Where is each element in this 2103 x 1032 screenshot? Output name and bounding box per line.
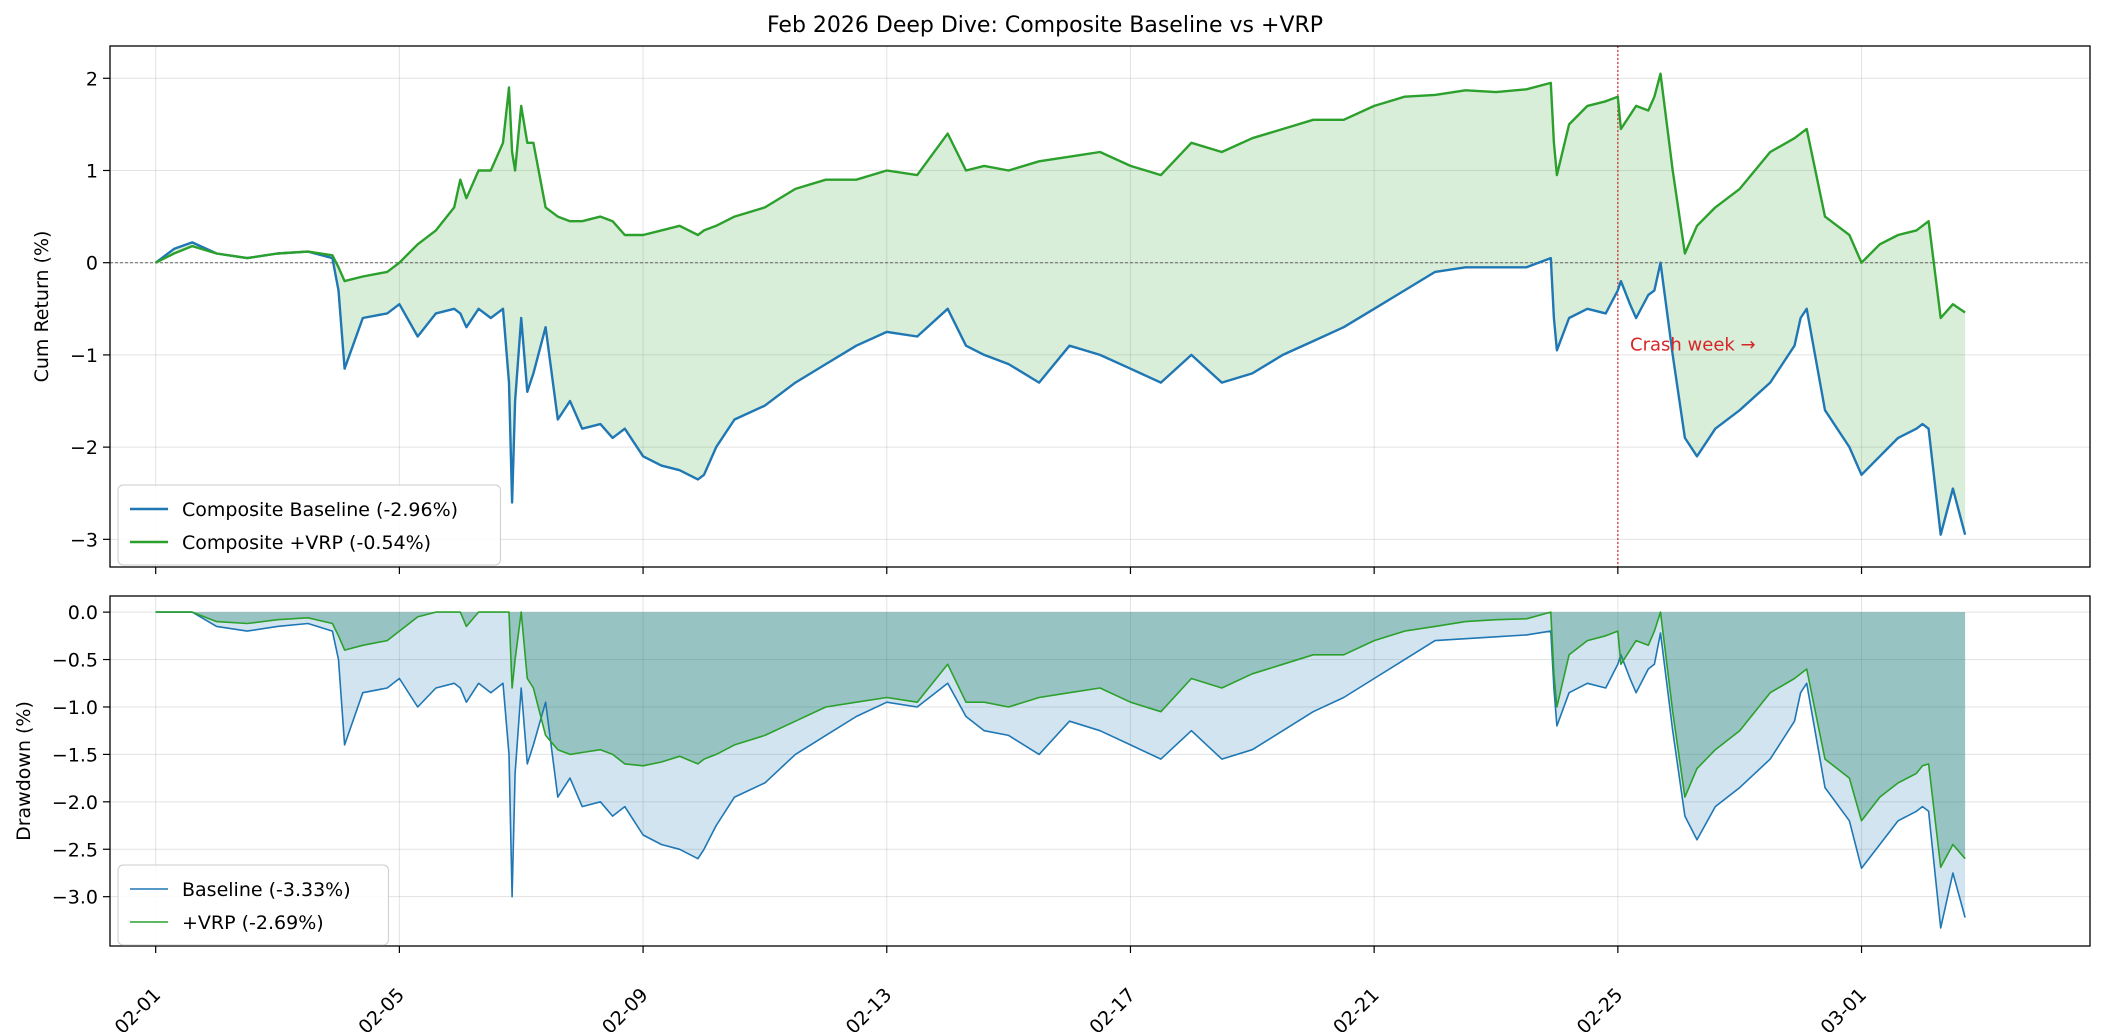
bottom-xtick-label: 02-17: [1085, 984, 1140, 1032]
top-ylabel: Cum Return (%): [31, 231, 53, 383]
bottom-xtick-label: 02-09: [598, 984, 653, 1032]
crash-week-annotation: Crash week →: [1630, 334, 1756, 355]
baseline-line: [154, 241, 1967, 536]
bottom-legend-label: +VRP (-2.69%): [182, 912, 324, 934]
bottom-axes: −3.0 −2.5 −2.0 −1.5 −1.0 −0.5 0.0 02-01 02-05 02-…: [13, 595, 2091, 1032]
bottom-legend-box: [117, 864, 389, 946]
vrp-line: [155, 72, 1966, 320]
bottom-xtick-label: 02-05: [354, 984, 409, 1032]
bottom-xtick-label: 02-25: [1573, 984, 1628, 1032]
top-ytick-label: 1: [86, 160, 98, 182]
bottom-xtick-label: 02-01: [111, 984, 166, 1032]
bottom-ytick-label: −3.0: [52, 887, 98, 909]
bottom-ytick-label: −1.5: [52, 744, 98, 766]
top-legend-label: Composite +VRP (-0.54%): [182, 532, 431, 554]
bottom-xtick-label: 02-21: [1329, 984, 1384, 1032]
top-ytick-label: −1: [70, 345, 98, 367]
top-legend-box: [117, 484, 501, 566]
top-ytick-label: −3: [70, 529, 98, 551]
bottom-ylabel: Drawdown (%): [13, 701, 35, 841]
top-ytick-label: 0: [86, 253, 98, 275]
top-axes: −3 −2 −1 0 1 2 Cum Return (%) Crash week → Compo…: [31, 45, 2091, 574]
bottom-xtick-label: 02-13: [842, 984, 897, 1032]
bottom-legend-label: Baseline (-3.33%): [182, 879, 351, 901]
vrp-drawdown-fill: [155, 612, 1966, 868]
top-ytick-label: 2: [86, 68, 98, 90]
vrp-drawdown-line: [155, 611, 1966, 869]
bottom-ytick-label: 0.0: [68, 602, 98, 624]
bottom-frame: [109, 595, 2091, 947]
bottom-ytick-label: −1.0: [52, 697, 98, 719]
top-frame: [109, 45, 2091, 568]
baseline-drawdown-fill: [155, 612, 1966, 928]
top-ytick-label: −2: [70, 437, 98, 459]
bottom-xtick-label: 03-01: [1816, 984, 1871, 1032]
bottom-ytick-label: −2.5: [52, 839, 98, 861]
baseline-drawdown-line: [155, 611, 1966, 929]
chart-title: Feb 2026 Deep Dive: Composite Baseline v…: [767, 13, 1323, 38]
bottom-ytick-label: −2.0: [52, 792, 98, 814]
top-legend-label: Composite Baseline (-2.96%): [182, 499, 458, 521]
bottom-ytick-label: −0.5: [52, 650, 98, 672]
top-fill-between: [155, 73, 1966, 535]
